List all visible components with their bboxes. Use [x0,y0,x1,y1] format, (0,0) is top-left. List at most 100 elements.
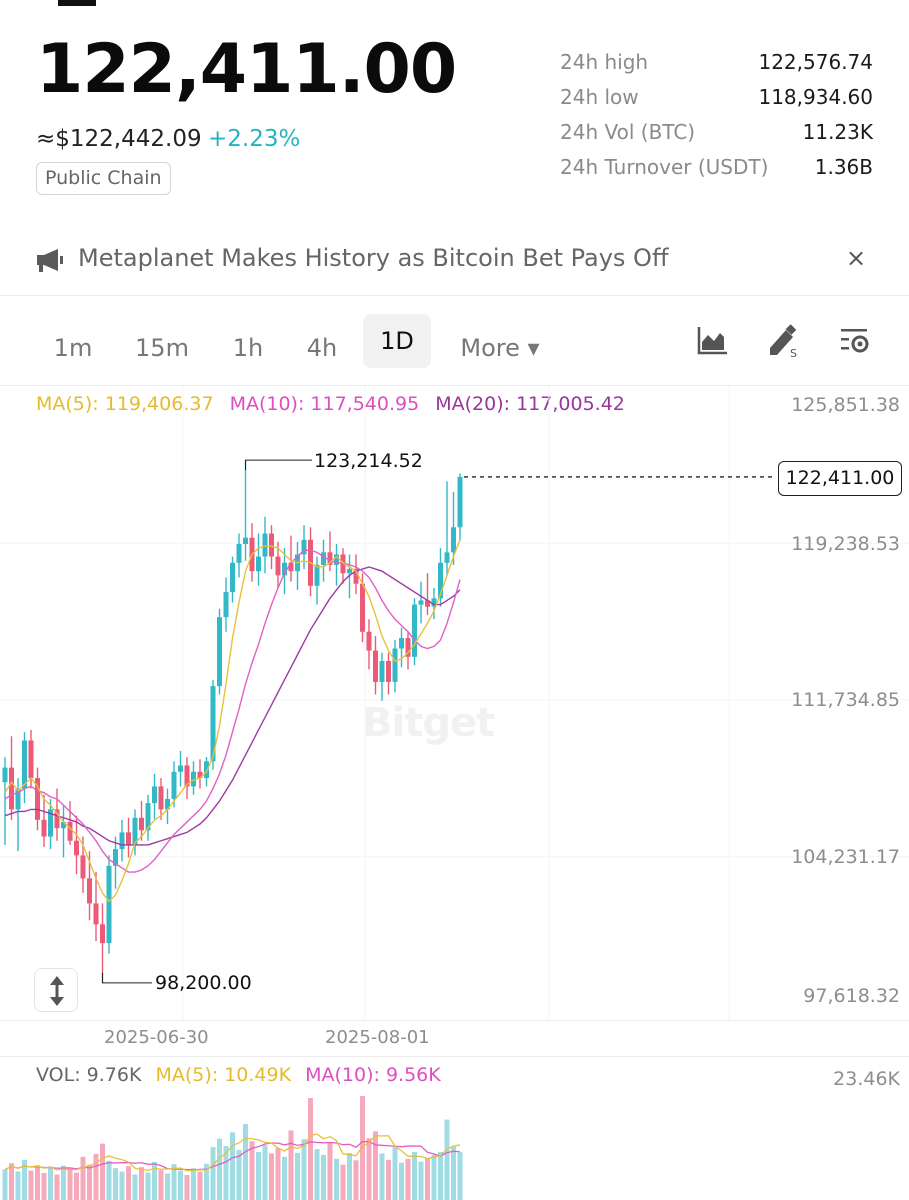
candle-body [145,803,151,831]
volume-bar [438,1151,443,1200]
volume-legend: VOL: 9.76K MA(5): 10.49K MA(10): 9.56K [36,1064,441,1086]
volume-bar [425,1157,430,1200]
volume-bar [373,1131,378,1200]
volume-bar [347,1152,352,1200]
tab-1h[interactable]: 1h [232,334,264,362]
ma10-line [4,549,461,873]
candle-body [262,533,268,557]
stat-label-24h-low: 24h low [560,85,639,109]
news-headline[interactable]: Metaplanet Makes History as Bitcoin Bet … [78,244,669,272]
candle-body [100,924,105,944]
tab-more[interactable]: More ▾ [460,334,540,362]
candle-body [54,809,60,829]
tab-15m[interactable]: 15m [135,334,189,362]
volume-max-tick: 23.46K [833,1068,900,1090]
candle-body [418,600,424,605]
candle-body [223,592,229,618]
high-leader-line [245,459,312,471]
volume-bar [418,1161,424,1200]
volume-bar [340,1164,346,1200]
volume-bar [15,1171,21,1200]
volume-bar [35,1165,40,1200]
volume-bar [67,1168,73,1200]
volume-bar [204,1163,209,1200]
indicator-settings-icon[interactable] [838,324,872,358]
volume-bar [444,1119,450,1200]
volume-bar [132,1174,138,1200]
tab-1m[interactable]: 1m [53,334,93,362]
tab-1d[interactable]: 1D [363,314,431,368]
volume-divider [0,1056,909,1057]
candle-body [386,661,391,682]
candle-body [171,771,177,799]
candle-body [152,786,157,804]
candle-body [93,903,99,925]
candle-body [340,554,346,574]
volume-bar [145,1172,151,1200]
candlestick-chart[interactable] [0,386,909,1020]
volume-bar [431,1154,437,1200]
candle-body [301,539,307,555]
volume-bar [93,1153,99,1200]
volume-bar [269,1153,274,1200]
vol-legend: VOL: 9.76K [36,1064,142,1086]
candle-body [197,771,203,779]
candle-body [412,604,417,657]
candle-body [282,562,287,576]
candle-body [22,740,27,789]
volume-bar [379,1153,385,1200]
candle-body [392,648,398,682]
ma10-legend: MA(10): 117,540.95 [229,393,420,415]
volume-bar [308,1098,313,1200]
candle-body [217,617,222,687]
candle-body [48,809,53,837]
volume-bar [74,1172,79,1200]
scroll-vertical-button[interactable] [34,968,78,1012]
candle-body [178,765,183,772]
volume-bar [184,1175,190,1200]
volume-bar [282,1156,287,1200]
volume-bar [119,1171,125,1200]
volume-bar [360,1096,365,1200]
candle-body [28,740,34,779]
volume-bar [457,1152,463,1200]
price-change-percent: +2.23% [208,126,301,152]
vertical-arrows-icon [50,976,64,1006]
volume-bar [48,1166,53,1200]
candle-body [119,832,125,850]
ma5-line [4,539,461,903]
public-chain-badge[interactable]: Public Chain [36,162,171,195]
volume-bar [217,1138,222,1200]
volume-bar [152,1161,157,1200]
volume-chart[interactable] [0,1080,909,1200]
candle-body [41,819,47,837]
vol-ma5-line [4,1133,461,1172]
candle-body [399,638,404,649]
candle-body [360,583,365,632]
volume-bar [178,1170,183,1200]
candle-body [210,686,216,762]
volume-bar [9,1163,14,1200]
volume-bar [223,1146,229,1200]
candle-body [9,767,14,810]
current-price-tag: 122,411.00 [778,461,902,496]
candle-body [288,562,294,572]
chart-type-icon[interactable] [696,324,730,358]
volume-bar [405,1158,411,1200]
volume-bar [2,1169,8,1200]
candle-body [67,821,73,841]
volume-bar [321,1154,326,1200]
tab-4h[interactable]: 4h [306,334,338,362]
volume-bar [158,1170,164,1200]
volume-bar [106,1160,112,1200]
toolbar-divider [0,385,909,386]
draw-tool-icon[interactable]: S [766,324,800,358]
volume-bar [139,1167,144,1200]
stat-value-24h-high: 122,576.74 [758,50,873,74]
last-price: 122,411.00 [36,30,457,109]
close-icon[interactable]: × [846,244,867,272]
volume-bar [100,1143,105,1200]
volume-bar [412,1151,417,1200]
volume-bar [249,1141,255,1200]
volume-bar [392,1147,398,1200]
